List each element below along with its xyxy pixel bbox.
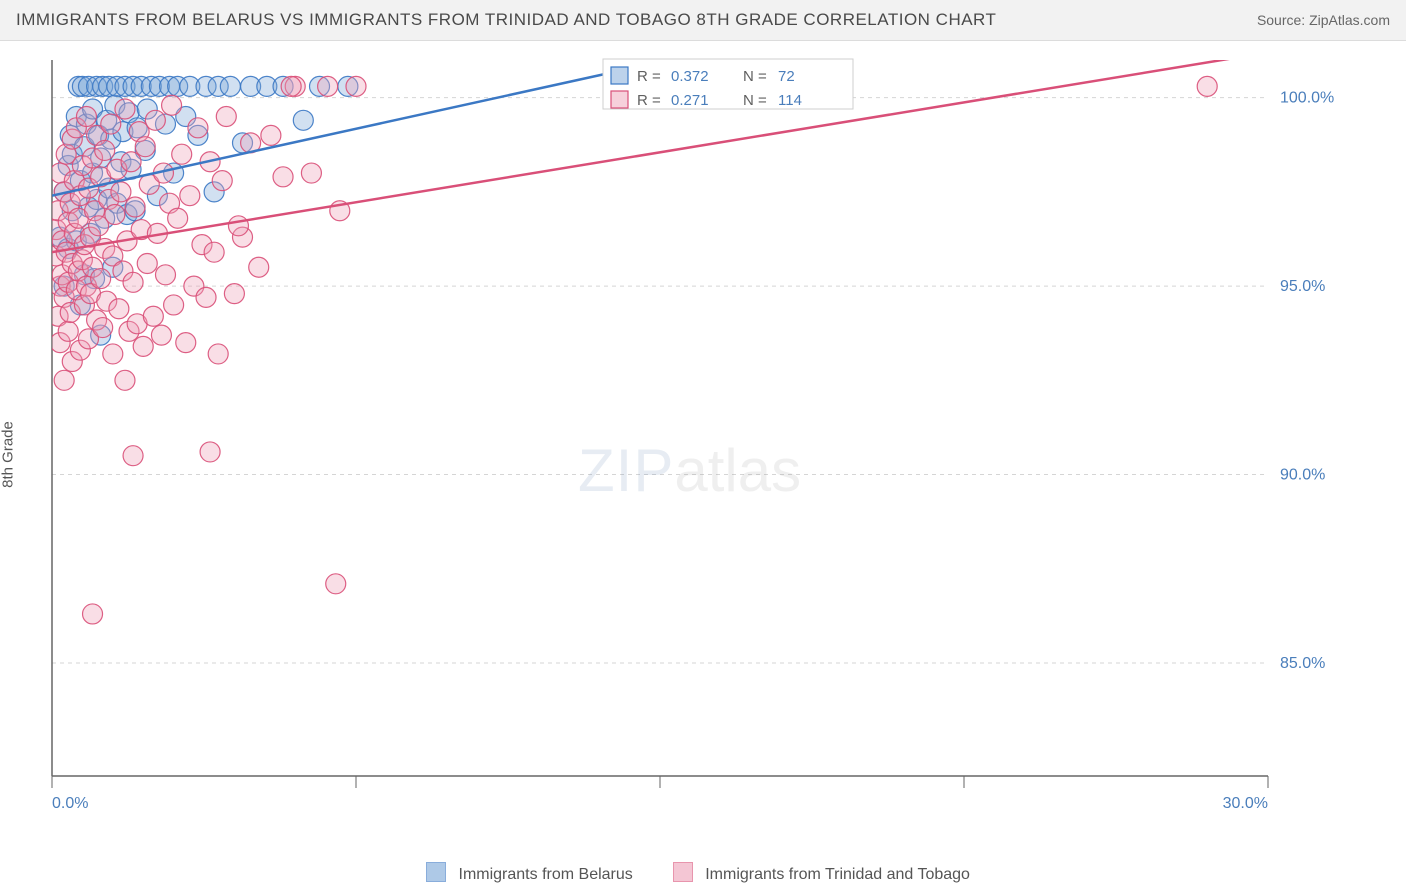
legend-swatch-belarus: [426, 862, 446, 882]
legend-item-belarus: Immigrants from Belarus: [426, 862, 633, 884]
scatter-plot-svg: 85.0% 90.0% 95.0% 100.0% 0.0% 30.0% R = 0.372 N …: [48, 56, 1348, 816]
bottom-legend: Immigrants from Belarus Immigrants from …: [48, 862, 1348, 884]
svg-text:90.0%: 90.0%: [1280, 467, 1325, 484]
legend-label-trinidad: Immigrants from Trinidad and Tobago: [705, 866, 970, 883]
legend-swatch-trinidad: [673, 862, 693, 882]
plot-area: 85.0% 90.0% 95.0% 100.0% 0.0% 30.0% R = 0.372 N …: [48, 56, 1348, 816]
svg-text:114: 114: [778, 92, 802, 109]
legend-item-trinidad: Immigrants from Trinidad and Tobago: [673, 862, 970, 884]
chart-header: IMMIGRANTS FROM BELARUS VS IMMIGRANTS FR…: [0, 0, 1406, 41]
source-attribution: Source: ZipAtlas.com: [1257, 12, 1390, 28]
svg-text:R =: R =: [637, 92, 661, 109]
svg-text:N =: N =: [743, 68, 767, 85]
svg-text:100.0%: 100.0%: [1280, 90, 1334, 107]
legend-label-belarus: Immigrants from Belarus: [459, 866, 633, 883]
svg-text:30.0%: 30.0%: [1223, 795, 1268, 812]
svg-text:0.271: 0.271: [671, 92, 709, 109]
y-axis-label: 8th Grade: [0, 421, 17, 488]
svg-text:N =: N =: [743, 92, 767, 109]
svg-text:95.0%: 95.0%: [1280, 278, 1325, 295]
svg-text:0.0%: 0.0%: [52, 795, 88, 812]
svg-text:85.0%: 85.0%: [1280, 655, 1325, 672]
svg-text:0.372: 0.372: [671, 68, 709, 85]
svg-text:72: 72: [778, 68, 795, 85]
svg-text:R =: R =: [637, 68, 661, 85]
chart-title: IMMIGRANTS FROM BELARUS VS IMMIGRANTS FR…: [16, 10, 996, 30]
